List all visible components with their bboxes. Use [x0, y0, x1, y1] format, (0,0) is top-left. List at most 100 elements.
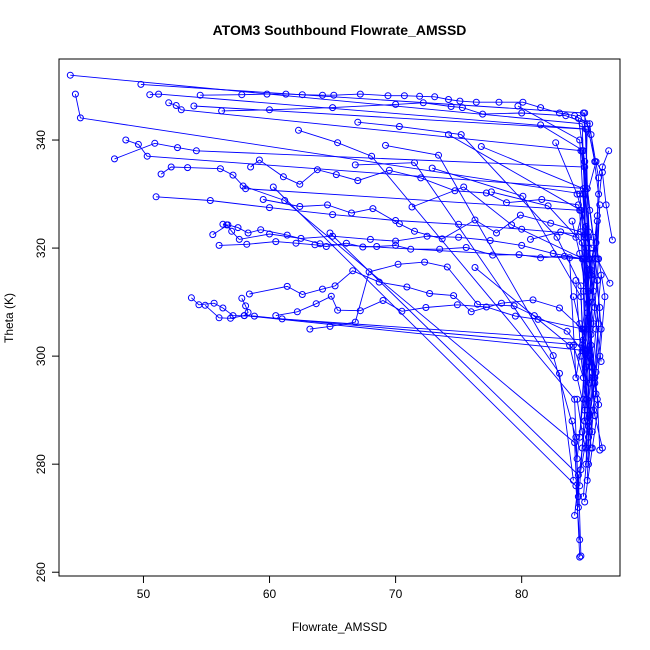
data-point — [151, 139, 159, 147]
data-point — [167, 163, 175, 171]
data-point — [581, 158, 589, 166]
data-point — [576, 190, 584, 198]
series-51 — [577, 147, 605, 420]
data-point — [239, 182, 247, 190]
data-point — [606, 279, 614, 287]
data-point — [586, 412, 594, 420]
data-point — [196, 91, 204, 99]
data-point — [342, 239, 350, 247]
series-7 — [196, 90, 603, 198]
data-point — [596, 352, 604, 360]
data-point — [306, 325, 314, 333]
data-point — [146, 91, 154, 99]
data-point — [453, 301, 461, 309]
data-point — [298, 91, 306, 99]
data-point — [552, 139, 560, 147]
data-point — [566, 341, 574, 349]
data-point — [366, 235, 374, 243]
data-point — [587, 341, 595, 349]
data-point — [482, 303, 490, 311]
data-point — [471, 216, 479, 224]
data-point — [394, 260, 402, 268]
data-point — [577, 293, 585, 301]
data-point — [324, 201, 331, 209]
plot-frame — [58, 58, 621, 577]
data-point — [574, 493, 582, 501]
data-point — [319, 91, 326, 99]
series-line — [577, 112, 600, 259]
series-line — [355, 162, 574, 481]
data-point — [172, 102, 180, 109]
data-point — [174, 144, 181, 152]
data-point — [201, 301, 209, 309]
data-point — [578, 428, 586, 436]
data-point — [518, 109, 526, 117]
data-point — [408, 203, 416, 211]
data-point — [332, 171, 340, 179]
y-tick-label: 300 — [34, 346, 48, 366]
data-point — [467, 308, 475, 316]
data-point — [354, 177, 362, 185]
data-point — [319, 285, 326, 293]
y-tick-label: 260 — [34, 562, 48, 582]
data-point — [462, 244, 470, 251]
series-line — [448, 134, 592, 449]
data-point — [566, 254, 574, 262]
data-point — [428, 164, 436, 172]
data-point — [455, 233, 463, 241]
data-point — [587, 131, 595, 139]
chart-title: ATOM3 Southbound Flowrate_AMSSD — [213, 22, 467, 38]
x-tick-label: 70 — [389, 587, 403, 601]
data-point — [215, 314, 223, 322]
data-point — [515, 251, 523, 259]
series-line — [275, 295, 589, 362]
data-point — [527, 235, 534, 243]
data-point — [281, 197, 289, 204]
data-point — [334, 139, 342, 147]
data-point — [538, 196, 546, 203]
data-point — [608, 236, 616, 244]
data-point — [240, 312, 248, 320]
data-point — [587, 331, 595, 338]
data-point — [556, 369, 563, 377]
data-point — [585, 433, 592, 441]
x-tick-label: 60 — [263, 587, 277, 601]
data-point — [605, 147, 613, 155]
data-point — [568, 417, 576, 425]
data-point — [392, 237, 400, 245]
data-point — [482, 189, 490, 197]
data-point — [576, 536, 584, 544]
data-point — [592, 368, 600, 376]
data-point — [313, 166, 321, 174]
series-line — [250, 159, 589, 233]
data-point — [431, 93, 439, 101]
data-point — [585, 460, 592, 468]
series-line — [580, 150, 602, 416]
x-tick-label: 80 — [515, 587, 529, 601]
series-line — [576, 242, 606, 465]
data-point — [292, 239, 300, 247]
data-point — [283, 231, 291, 239]
data-point — [411, 159, 418, 167]
data-point — [556, 304, 563, 312]
data-point — [266, 106, 273, 114]
data-point — [152, 193, 160, 201]
data-point — [598, 163, 606, 171]
data-point — [293, 308, 301, 316]
data-point — [581, 498, 589, 506]
data-point — [516, 211, 524, 219]
data-point — [585, 422, 592, 430]
data-point — [562, 112, 570, 120]
data-point — [134, 140, 142, 148]
data-point — [351, 318, 359, 326]
data-point — [530, 312, 538, 320]
data-point — [443, 263, 451, 271]
data-point — [177, 106, 185, 114]
series-15 — [215, 238, 595, 274]
data-point — [255, 156, 263, 164]
data-point — [573, 455, 581, 463]
data-point — [503, 199, 510, 207]
data-point — [581, 406, 589, 414]
data-point — [537, 254, 545, 262]
